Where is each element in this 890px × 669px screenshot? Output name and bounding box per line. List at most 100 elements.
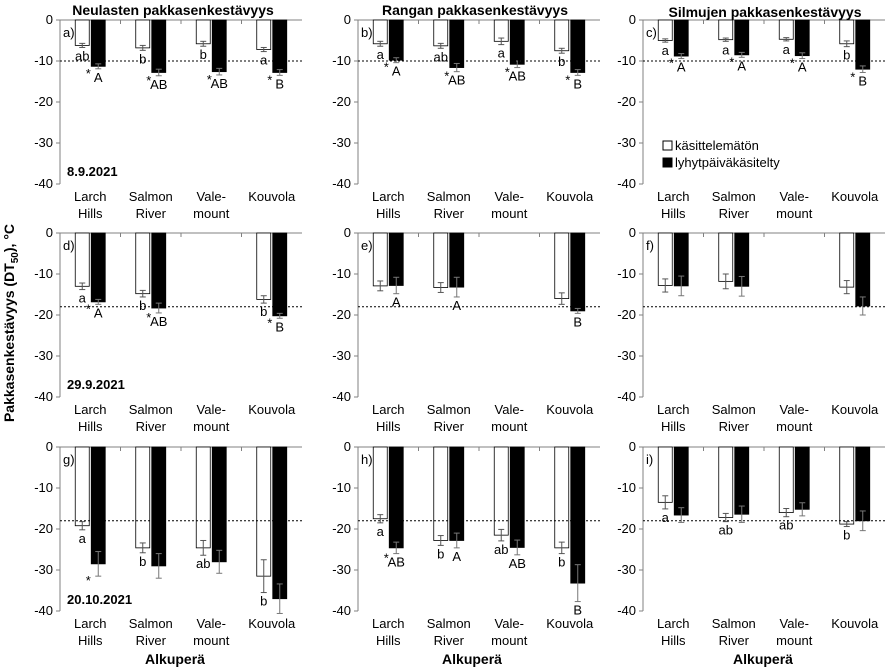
y-tick-label: -30 [332, 348, 351, 363]
significance-letter-untreated: a [498, 46, 506, 61]
bar-untreated [135, 232, 151, 295]
category-label: mount [776, 206, 813, 221]
category-label: Larch [372, 402, 405, 417]
significance-letter-treated: B [858, 73, 867, 88]
panel-letter: a) [63, 25, 75, 40]
category-label: River [434, 633, 465, 648]
y-tick-label: 0 [629, 225, 636, 240]
bar-treated [794, 19, 810, 57]
bar-untreated [74, 19, 90, 46]
bar-untreated [256, 232, 272, 300]
y-tick-label: -40 [332, 603, 351, 618]
panel-letter: i) [646, 452, 653, 467]
y-tick-label: -20 [34, 94, 53, 109]
y-tick-label: -30 [332, 562, 351, 577]
category-label: Kouvola [248, 402, 296, 417]
y-tick-label: -20 [617, 94, 636, 109]
category-label: Hills [661, 419, 686, 434]
bar-untreated [554, 232, 570, 299]
bar-untreated [433, 446, 449, 541]
panel-letter: e) [361, 238, 373, 253]
category-label: Hills [661, 633, 686, 648]
significance-star: * [86, 573, 91, 588]
category-label: Larch [657, 189, 690, 204]
significance-letter-treated: AB [211, 76, 228, 91]
significance-star: * [444, 69, 449, 84]
significance-letter-untreated: a [377, 47, 385, 62]
category-label: Kouvola [831, 616, 879, 631]
category-label: Vale- [780, 189, 809, 204]
category-label: Vale- [495, 189, 524, 204]
bar-untreated [195, 446, 211, 549]
bar-untreated [433, 19, 449, 47]
y-tick-label: -30 [617, 348, 636, 363]
significance-star: * [565, 72, 570, 87]
legend-swatch-treated [662, 157, 673, 168]
category-label: mount [776, 419, 813, 434]
category-label: Salmon [427, 189, 471, 204]
bar-treated [449, 19, 465, 68]
category-label: River [136, 206, 167, 221]
y-tick-label: -40 [332, 389, 351, 404]
significance-star: * [267, 315, 272, 330]
panels: 0-10-20-30-40LarchHillsabA*SalmonRiverbA… [34, 12, 885, 648]
significance-letter-treated: B [275, 319, 284, 334]
y-tick-label: -10 [617, 480, 636, 495]
significance-letter-treated: A [677, 60, 686, 75]
category-label: Hills [78, 206, 103, 221]
significance-letter-untreated: a [260, 53, 268, 68]
bar-untreated [195, 19, 211, 45]
significance-letter-untreated: a [783, 42, 791, 57]
bar-untreated [372, 232, 388, 287]
bar-treated [151, 232, 167, 309]
significance-letter-treated: AB [509, 556, 526, 571]
panel-i: 0 -10 -20 -30 -40 Larch Hills a Salmon River ab Val… [617, 439, 885, 648]
bar-treated [734, 446, 750, 515]
category-label: Kouvola [248, 189, 296, 204]
category-label: mount [193, 419, 230, 434]
column-title-stem: Rangan pakkasenkestävyys [382, 2, 568, 18]
significance-letter-untreated: b [139, 298, 146, 313]
category-label: mount [491, 419, 528, 434]
y-axis-label-suffix: ), °C [1, 224, 17, 252]
bar-treated [570, 232, 586, 312]
significance-letter-untreated: a [79, 291, 87, 306]
bar-untreated [778, 19, 794, 40]
significance-letter-untreated: ab [434, 49, 448, 64]
category-label: Hills [376, 633, 401, 648]
titles: Neulasten pakkasenkestävyys Rangan pakka… [1, 2, 862, 667]
y-tick-label: -30 [617, 135, 636, 150]
significance-letter-untreated: ab [196, 556, 210, 571]
legend: käsittelemätön lyhytpäiväkäsitelty [662, 138, 780, 170]
category-label: Larch [372, 189, 405, 204]
panel-letter: g) [63, 452, 75, 467]
category-label: Larch [657, 616, 690, 631]
y-tick-label: 0 [46, 225, 53, 240]
y-tick-label: -40 [34, 389, 53, 404]
category-label: Salmon [427, 616, 471, 631]
significance-letter-untreated: a [662, 510, 670, 525]
y-tick-label: -20 [332, 94, 351, 109]
bar-treated [90, 232, 106, 303]
category-label: Kouvola [546, 189, 594, 204]
x-axis-label-col-2: Alkuperä [442, 651, 502, 667]
significance-letter-treated: AB [509, 69, 526, 84]
significance-letter-treated: AB [150, 77, 167, 92]
significance-letter-treated: A [737, 58, 746, 73]
significance-star: * [384, 60, 389, 75]
significance-letter-treated: B [573, 603, 582, 618]
y-tick-label: -30 [332, 135, 351, 150]
significance-letter-treated: A [452, 549, 461, 564]
panel-letter: c) [646, 25, 657, 40]
significance-letter-untreated: b [200, 47, 207, 62]
panel-c: 0-10-20-30-40LarchHillsaA*SalmonRiveraA*… [617, 12, 885, 221]
significance-star: * [505, 65, 510, 80]
y-tick-label: -10 [332, 480, 351, 495]
y-tick-label: -10 [332, 266, 351, 281]
bar-treated [855, 19, 871, 70]
category-label: Kouvola [831, 189, 879, 204]
category-label: Vale- [780, 402, 809, 417]
column-title-needles: Neulasten pakkasenkestävyys [72, 2, 274, 18]
category-label: Hills [78, 633, 103, 648]
